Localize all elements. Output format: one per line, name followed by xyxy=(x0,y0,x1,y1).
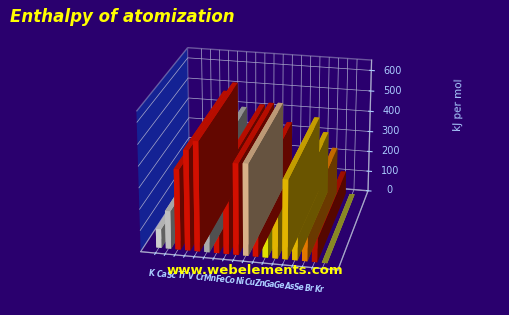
Text: www.webelements.com: www.webelements.com xyxy=(166,264,343,277)
Text: Enthalpy of atomization: Enthalpy of atomization xyxy=(10,8,234,26)
